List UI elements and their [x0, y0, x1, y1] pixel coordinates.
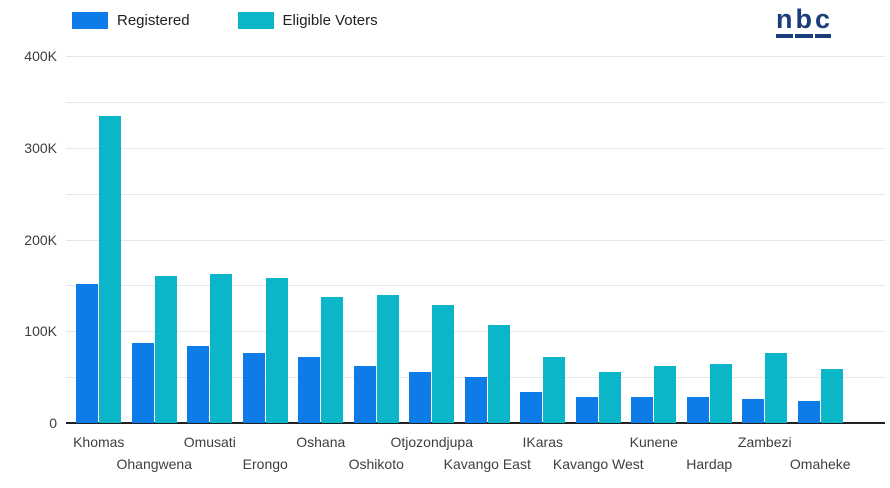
x-tick-label-otjozondjupa: Otjozondjupa — [390, 434, 474, 450]
bar-eligible-voters-oshana — [321, 297, 344, 423]
bar-eligible-voters-kunene — [654, 366, 677, 423]
legend-label: Eligible Voters — [282, 12, 378, 29]
x-tick-label-kavango-west: Kavango West — [552, 456, 644, 472]
gridline-400k — [66, 56, 885, 57]
x-tick-label-erongo: Erongo — [242, 456, 288, 472]
nbc-logo-letter-b: b — [795, 6, 813, 38]
gridline-200k — [66, 239, 885, 241]
x-axis-baseline — [66, 422, 885, 424]
plot-area — [66, 56, 885, 424]
bar-registered-omusati — [187, 345, 210, 423]
x-tick-label-omusati: Omusati — [183, 434, 236, 450]
bar-registered-omaheke — [797, 400, 820, 423]
legend-label: Registered — [117, 12, 190, 29]
nbc-logo: nbc — [775, 6, 833, 38]
gridline-300k — [66, 147, 885, 149]
bar-eligible-voters-ikaras — [543, 356, 566, 423]
x-tick-label-oshana: Oshana — [296, 434, 346, 450]
chart-legend: Registered Eligible Voters — [72, 12, 426, 29]
bar-registered-ikaras — [520, 391, 543, 423]
x-tick-label-oshikoto: Oshikoto — [348, 456, 404, 472]
bar-eligible-voters-hardap — [709, 364, 732, 423]
bar-eligible-voters-kavango-east — [487, 324, 510, 423]
bar-eligible-voters-khomas — [99, 115, 122, 423]
nbc-logo-letter-c: c — [814, 6, 831, 38]
y-tick-label-300K: 300K — [24, 139, 57, 156]
y-tick-label-400K: 400K — [24, 48, 57, 64]
y-tick-label-100K: 100K — [24, 323, 57, 340]
bar-registered-ohangwena — [131, 343, 154, 423]
gridline-350k — [66, 101, 885, 103]
gridline-100k — [66, 331, 885, 333]
x-tick-label-khomas: Khomas — [73, 434, 125, 450]
x-tick-label-ikaras: IKaras — [522, 434, 563, 450]
y-tick-label-0: 0 — [49, 415, 57, 431]
bar-eligible-voters-erongo — [265, 278, 288, 423]
bar-eligible-voters-omaheke — [820, 368, 843, 423]
bar-registered-kunene — [631, 397, 654, 423]
bar-registered-oshikoto — [353, 366, 376, 423]
legend-item-eligible-voters: Eligible Voters — [237, 12, 378, 29]
bar-registered-zambezi — [742, 399, 765, 423]
bar-eligible-voters-kavango-west — [598, 371, 621, 423]
x-tick-label-omaheke: Omaheke — [789, 456, 851, 472]
bar-eligible-voters-omusati — [210, 274, 233, 423]
bar-registered-hardap — [686, 397, 709, 423]
bar-registered-otjozondjupa — [409, 371, 432, 423]
bar-eligible-voters-oshikoto — [376, 294, 399, 423]
gridline-250k — [66, 193, 885, 195]
gridline-150k — [66, 285, 885, 287]
y-tick-label-200K: 200K — [24, 231, 57, 248]
x-tick-label-kavango-east: Kavango East — [443, 456, 531, 472]
x-tick-label-kunene: Kunene — [629, 434, 678, 450]
x-tick-label-ohangwena: Ohangwena — [116, 456, 193, 472]
bar-registered-kavango-east — [464, 377, 487, 423]
bar-registered-erongo — [242, 353, 265, 423]
bar-registered-khomas — [76, 283, 99, 423]
x-tick-label-hardap: Hardap — [686, 456, 733, 472]
bar-eligible-voters-zambezi — [765, 353, 788, 423]
bar-registered-kavango-west — [575, 397, 598, 423]
bar-eligible-voters-ohangwena — [154, 276, 177, 423]
x-tick-label-zambezi: Zambezi — [737, 434, 792, 450]
legend-swatch-eligible-voters — [237, 12, 274, 29]
nbc-logo-letter-n: n — [775, 6, 794, 38]
bar-eligible-voters-otjozondjupa — [432, 304, 455, 423]
legend-item-registered: Registered — [72, 12, 190, 29]
legend-swatch-registered — [72, 12, 108, 29]
bar-registered-oshana — [298, 356, 321, 423]
